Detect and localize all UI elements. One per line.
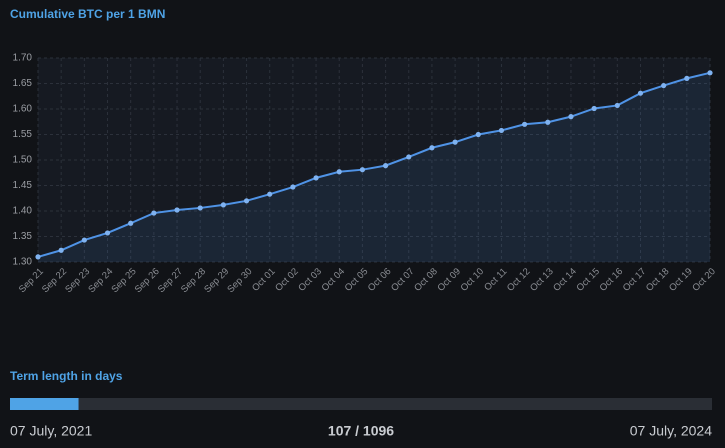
point [174,207,180,213]
point [452,139,458,145]
point [382,163,389,169]
point [220,202,226,208]
point [498,127,505,134]
point [591,105,597,112]
term-title: Term length in days [10,369,123,383]
start-date: 07 July, 2021 [10,423,92,439]
point [128,220,134,226]
line [37,71,711,258]
point [313,175,319,181]
progress-track [10,398,712,410]
point [614,102,620,109]
point [545,119,551,125]
point [151,210,157,216]
y-tick-label: 1.40 [13,206,33,217]
y-tick-label: 1.35 [13,231,33,242]
point [290,184,296,190]
point [104,230,111,236]
progress-label: 107 / 1096 [328,423,394,439]
point [475,131,481,138]
y-tick-label: 1.30 [13,257,33,268]
y-tick-label: 1.70 [13,53,33,64]
plot: 1.301.351.401.451.501.551.601.651.70Sep … [13,53,718,296]
point [359,167,366,173]
point [637,90,644,96]
point [35,254,41,260]
area [38,72,710,262]
point [406,154,412,160]
point [336,169,342,175]
y-tick-label: 1.65 [13,78,33,89]
end-date: 07 July, 2024 [630,423,712,439]
point [568,114,574,120]
point [197,205,203,211]
point [522,121,528,127]
chart-title: Cumulative BTC per 1 BMN [10,7,165,21]
point [707,70,713,76]
point [661,82,667,89]
point [81,237,87,243]
point [58,247,64,253]
y-tick-label: 1.55 [13,129,33,140]
progress-fill [10,398,79,410]
y-tick-label: 1.50 [13,155,33,166]
y-tick-label: 1.60 [13,104,33,115]
point [243,198,250,204]
point [429,145,435,151]
point [267,191,273,197]
y-tick-label: 1.45 [13,180,33,191]
point [684,75,690,81]
